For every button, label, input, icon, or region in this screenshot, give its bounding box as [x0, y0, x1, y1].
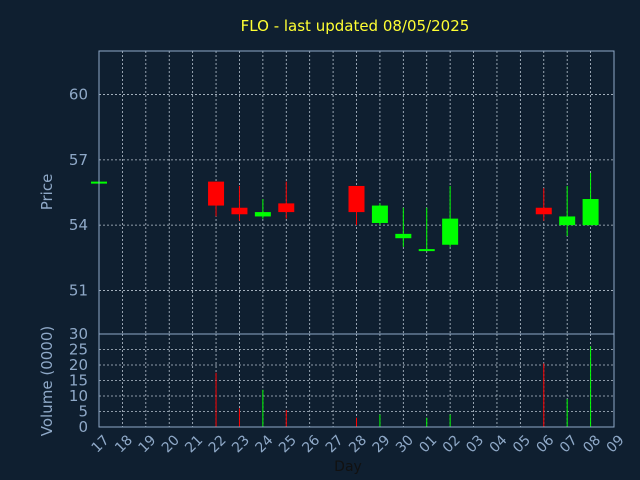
- volume-bars: [215, 346, 592, 427]
- candle-body: [371, 205, 388, 223]
- chart-title: FLO - last updated 08/05/2025: [241, 17, 470, 35]
- x-tick-label: 03: [463, 432, 487, 456]
- volume-tick-label: 10: [69, 387, 88, 405]
- x-tick-label: 29: [370, 432, 394, 456]
- x-tick-label: 21: [182, 432, 206, 456]
- candles: [91, 172, 599, 252]
- x-tick-label: 05: [510, 432, 534, 456]
- x-tick-label: 20: [159, 432, 183, 456]
- volume-tick-label: 25: [69, 341, 88, 359]
- x-tick-label: 01: [416, 432, 440, 456]
- candle-body: [278, 203, 295, 213]
- x-tick-label: 28: [346, 432, 370, 456]
- x-tick-label: 19: [136, 432, 160, 456]
- volume-tick-label: 30: [69, 325, 88, 343]
- volume-axis-label: Volume (0000): [38, 326, 56, 436]
- x-tick-label: 09: [604, 432, 628, 456]
- x-axis-label: Day: [334, 459, 362, 475]
- candle-body: [348, 185, 365, 213]
- candle-body: [535, 207, 552, 215]
- candle-body: [582, 199, 599, 226]
- volume-panel-frame: [98, 333, 615, 428]
- x-tick-label: 26: [299, 432, 323, 456]
- x-tick-label: 27: [323, 432, 347, 456]
- candle-body: [559, 216, 576, 226]
- candle-body: [442, 218, 459, 245]
- volume-tick-label: 0: [78, 418, 88, 436]
- x-tick-label: 04: [487, 432, 511, 456]
- price-y-ticks: 51 54 57 60: [69, 86, 88, 300]
- x-tick-label: 08: [580, 432, 604, 456]
- x-ticks: 17 18 19 20 21 22 23 24 25 26 27 28 29 30 01 02 03 04 05 06…: [89, 432, 628, 456]
- candle-body: [418, 249, 435, 252]
- volume-tick-label: 20: [69, 356, 88, 374]
- candle-body: [231, 207, 248, 215]
- x-tick-label: 23: [229, 432, 253, 456]
- price-tick-label: 57: [69, 151, 88, 169]
- candle-body: [254, 212, 271, 217]
- price-tick-label: 54: [69, 216, 88, 234]
- candle-body: [208, 181, 225, 206]
- candle-body: [395, 233, 412, 239]
- x-tick-label: 25: [276, 432, 300, 456]
- volume-tick-label: 5: [78, 403, 88, 421]
- x-tick-label: 24: [253, 432, 277, 456]
- price-axis-label: Price: [38, 174, 56, 211]
- x-tick-label: 22: [206, 432, 230, 456]
- x-tick-label: 17: [89, 432, 113, 456]
- price-tick-label: 60: [69, 86, 88, 104]
- x-tick-label: 06: [533, 432, 557, 456]
- x-tick-label: 30: [393, 432, 417, 456]
- x-tick-label: 02: [440, 432, 464, 456]
- volume-tick-label: 15: [69, 372, 88, 390]
- x-tick-label: 18: [112, 432, 136, 456]
- volume-grid: [99, 334, 614, 427]
- price-tick-label: 51: [69, 281, 88, 299]
- x-tick-label: 07: [557, 432, 581, 456]
